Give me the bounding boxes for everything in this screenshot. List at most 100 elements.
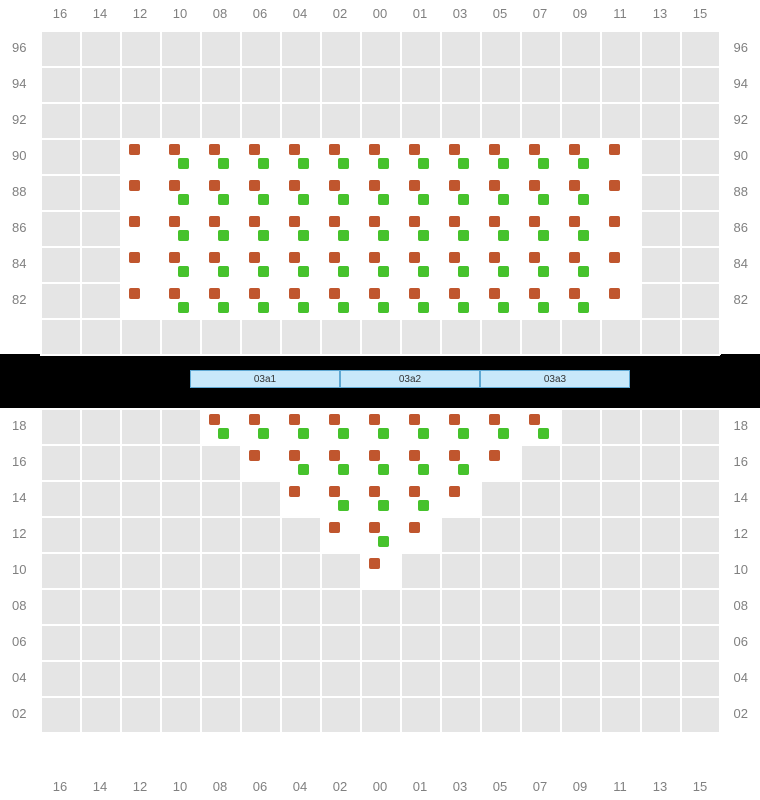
rack-slot[interactable] [281, 247, 321, 283]
rack-slot[interactable] [401, 481, 441, 517]
rack-slot[interactable] [561, 211, 601, 247]
rack-slot[interactable] [161, 211, 201, 247]
rack-slot[interactable] [481, 445, 521, 481]
rack-slot[interactable] [321, 283, 361, 319]
rack-label[interactable]: 03a1 [190, 370, 340, 388]
rack-slot[interactable] [321, 175, 361, 211]
rack-slot[interactable] [201, 139, 241, 175]
rack-slot[interactable] [201, 283, 241, 319]
rack-slot[interactable] [401, 175, 441, 211]
rack-label[interactable]: 03a3 [480, 370, 630, 388]
rack-slot[interactable] [401, 283, 441, 319]
rack-slot[interactable] [601, 175, 641, 211]
rack-slot[interactable] [281, 481, 321, 517]
rack-slot[interactable] [121, 139, 161, 175]
rack-slot[interactable] [521, 175, 561, 211]
rack-slot[interactable] [121, 247, 161, 283]
rack-slot[interactable] [481, 139, 521, 175]
rack-slot[interactable] [441, 283, 481, 319]
rack-slot[interactable] [361, 211, 401, 247]
rack-slot[interactable] [241, 283, 281, 319]
rack-slot[interactable] [321, 409, 361, 445]
rack-slot[interactable] [481, 211, 521, 247]
rack-slot[interactable] [601, 211, 641, 247]
rack-slot[interactable] [361, 445, 401, 481]
rack-slot[interactable] [241, 211, 281, 247]
rack-label[interactable]: 03a2 [340, 370, 480, 388]
rack-slot[interactable] [401, 139, 441, 175]
rack-slot[interactable] [521, 139, 561, 175]
rack-slot[interactable] [281, 211, 321, 247]
rack-slot[interactable] [281, 409, 321, 445]
rack-slot[interactable] [441, 139, 481, 175]
rack-slot[interactable] [441, 175, 481, 211]
rack-slot[interactable] [441, 247, 481, 283]
rack-slot[interactable] [321, 247, 361, 283]
rack-slot[interactable] [481, 283, 521, 319]
rack-slot[interactable] [441, 409, 481, 445]
rack-slot[interactable] [201, 211, 241, 247]
rack-slot[interactable] [521, 247, 561, 283]
rack-slot[interactable] [201, 175, 241, 211]
rack-slot[interactable] [521, 283, 561, 319]
rack-slot[interactable] [361, 175, 401, 211]
rack-slot[interactable] [561, 175, 601, 211]
rack-slot[interactable] [601, 139, 641, 175]
rack-slot[interactable] [361, 139, 401, 175]
rack-slot[interactable] [401, 517, 441, 553]
rack-slot[interactable] [481, 247, 521, 283]
rack-slot[interactable] [241, 139, 281, 175]
grid-cell [81, 139, 121, 175]
rack-slot[interactable] [321, 139, 361, 175]
rack-slot[interactable] [321, 481, 361, 517]
rack-slot[interactable] [281, 283, 321, 319]
rack-slot[interactable] [281, 139, 321, 175]
rack-slot[interactable] [361, 517, 401, 553]
axis-label: 03 [440, 779, 480, 794]
rack-slot[interactable] [521, 409, 561, 445]
rack-slot[interactable] [361, 553, 401, 589]
rack-slot[interactable] [201, 409, 241, 445]
status-dot-green [498, 230, 509, 241]
rack-slot[interactable] [441, 211, 481, 247]
rack-slot[interactable] [161, 175, 201, 211]
rack-slot[interactable] [361, 481, 401, 517]
rack-slot[interactable] [161, 283, 201, 319]
rack-slot[interactable] [521, 211, 561, 247]
rack-slot[interactable] [401, 445, 441, 481]
rack-slot[interactable] [561, 247, 601, 283]
rack-slot[interactable] [321, 445, 361, 481]
rack-slot[interactable] [561, 283, 601, 319]
rack-slot[interactable] [401, 409, 441, 445]
rack-slot[interactable] [401, 211, 441, 247]
rack-slot[interactable] [361, 247, 401, 283]
status-dot-green [538, 266, 549, 277]
rack-slot[interactable] [161, 247, 201, 283]
rack-slot[interactable] [281, 175, 321, 211]
rack-slot[interactable] [121, 283, 161, 319]
rack-slot[interactable] [361, 409, 401, 445]
grid-cell [161, 67, 201, 103]
rack-slot[interactable] [441, 481, 481, 517]
grid-cell [681, 553, 721, 589]
rack-slot[interactable] [241, 175, 281, 211]
rack-slot[interactable] [601, 283, 641, 319]
rack-slot[interactable] [121, 175, 161, 211]
rack-slot[interactable] [241, 409, 281, 445]
rack-slot[interactable] [481, 409, 521, 445]
rack-slot[interactable] [201, 247, 241, 283]
rack-slot[interactable] [161, 139, 201, 175]
rack-slot[interactable] [361, 283, 401, 319]
rack-slot[interactable] [321, 517, 361, 553]
rack-slot[interactable] [601, 247, 641, 283]
rack-slot[interactable] [401, 247, 441, 283]
rack-slot[interactable] [121, 211, 161, 247]
rack-slot[interactable] [241, 445, 281, 481]
rack-slot[interactable] [321, 211, 361, 247]
rack-slot[interactable] [241, 247, 281, 283]
rack-slot[interactable] [561, 139, 601, 175]
rack-slot[interactable] [281, 445, 321, 481]
rack-slot[interactable] [481, 175, 521, 211]
rack-slot[interactable] [441, 445, 481, 481]
grid-cell [41, 517, 81, 553]
